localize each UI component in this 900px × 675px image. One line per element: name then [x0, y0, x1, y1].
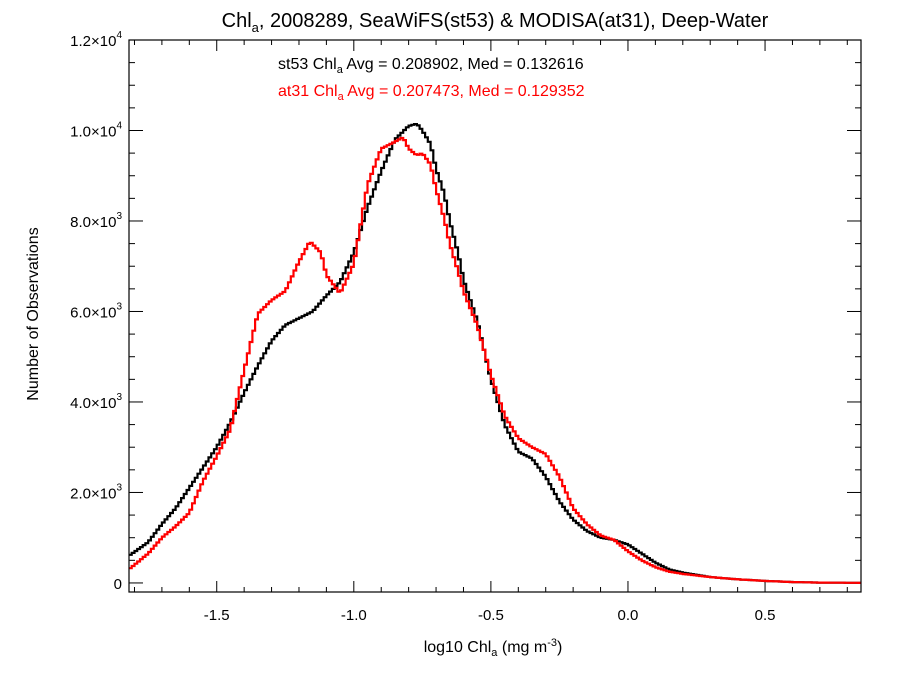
x-axis-label-end: ) — [557, 639, 562, 656]
x-tick-label: -0.5 — [478, 607, 504, 624]
x-tick-label: -1.5 — [204, 607, 230, 624]
y-tick-label: 8.0×103 — [70, 211, 122, 231]
x-tick-label: -1.0 — [341, 607, 367, 624]
x-axis-label-rest: (mg m — [497, 639, 547, 656]
x-axis-label: log10 Chla (mg m-3) — [424, 637, 563, 659]
annotation-at31-sub: a — [338, 91, 345, 103]
series-at31-line — [129, 136, 861, 584]
data-series — [129, 123, 861, 584]
annotation-st53-text: Avg = 0.208902, Med = 0.132616 — [343, 56, 584, 73]
plot-frame — [128, 39, 862, 593]
series-st53-line — [129, 123, 861, 584]
chart-title-sub: a — [252, 20, 260, 35]
x-tick-label: 0.0 — [618, 607, 639, 624]
y-tick-label: 0 — [114, 576, 122, 593]
annotation-at31-text: Avg = 0.207473, Med = 0.129352 — [344, 83, 585, 100]
x-axis-label-sub: a — [491, 647, 498, 659]
y-tick-label: 1.0×104 — [70, 120, 122, 140]
annotation-st53-prefix: st53 Chl — [278, 56, 337, 73]
annotation-st53-sub: a — [337, 64, 344, 76]
annotation-st53: st53 Chla Avg = 0.208902, Med = 0.132616 — [278, 56, 584, 76]
chart-title: Chla, 2008289, SeaWiFS(st53) & MODISA(at… — [222, 10, 769, 35]
x-tick-label: 0.5 — [755, 607, 776, 624]
axis-ticks: -1.5 -1.0 -0.5 0.0 0.5 0 2.0×103 4.0×103 6.0×103… — [70, 30, 861, 624]
x-axis-label-main: log10 Chl — [424, 639, 492, 656]
y-tick-label: 2.0×103 — [70, 482, 122, 502]
y-axis-label: Number of Observations — [25, 227, 42, 400]
y-tick-label: 6.0×103 — [70, 301, 122, 321]
chart-title-main: Chl — [222, 10, 252, 32]
chart-title-rest: , 2008289, SeaWiFS(st53) & MODISA(at31),… — [259, 10, 769, 32]
annotation-at31-prefix: at31 Chl — [278, 83, 338, 100]
y-tick-label: 1.2×104 — [70, 30, 122, 50]
x-axis-label-sup: -3 — [547, 637, 557, 649]
y-tick-label: 4.0×103 — [70, 392, 122, 412]
annotation-at31: at31 Chla Avg = 0.207473, Med = 0.129352 — [278, 83, 585, 103]
